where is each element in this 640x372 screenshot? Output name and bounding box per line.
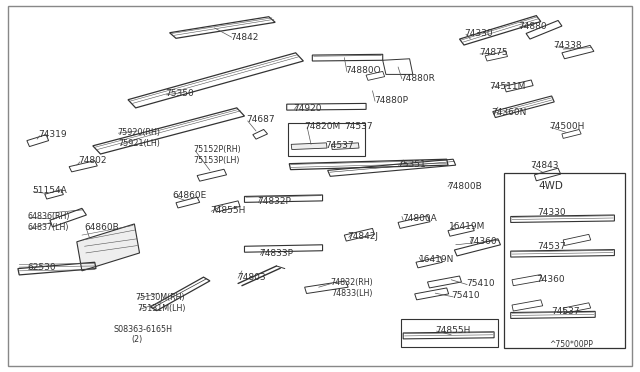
- Text: 74880O: 74880O: [346, 66, 381, 75]
- Text: (2): (2): [131, 335, 143, 344]
- Text: 4WD: 4WD: [539, 181, 564, 191]
- Text: 75131M(LH): 75131M(LH): [137, 304, 186, 313]
- Text: 74832(RH): 74832(RH): [330, 278, 373, 287]
- Text: 74511M: 74511M: [490, 82, 526, 91]
- Text: 74360: 74360: [536, 275, 565, 284]
- Text: 74360: 74360: [468, 237, 497, 246]
- Bar: [504, 173, 625, 348]
- Text: 74330: 74330: [538, 208, 566, 217]
- Text: 74833P: 74833P: [259, 249, 293, 258]
- Text: 51154A: 51154A: [32, 186, 67, 195]
- Text: 74880R: 74880R: [400, 74, 435, 83]
- Text: 74537: 74537: [552, 307, 580, 316]
- Text: 64860E: 64860E: [173, 191, 207, 200]
- Text: 74833(LH): 74833(LH): [332, 289, 373, 298]
- Text: 74338: 74338: [554, 41, 582, 50]
- Text: 75920(RH): 75920(RH): [117, 128, 160, 137]
- Text: 16419N: 16419N: [419, 255, 454, 264]
- Text: 74855H: 74855H: [210, 206, 245, 215]
- Text: 64860B: 64860B: [84, 223, 119, 232]
- Text: 74842: 74842: [230, 33, 259, 42]
- Text: 74330: 74330: [464, 29, 493, 38]
- Text: 62530: 62530: [27, 263, 56, 272]
- Text: 64837(LH): 64837(LH): [28, 223, 69, 232]
- Text: 74537: 74537: [325, 141, 354, 150]
- Text: 75410: 75410: [451, 291, 480, 300]
- Text: 75153P(LH): 75153P(LH): [193, 156, 240, 165]
- Polygon shape: [291, 143, 327, 150]
- Text: 74803: 74803: [237, 273, 266, 282]
- Text: S08363-6165H: S08363-6165H: [114, 325, 173, 334]
- Text: 75130M(RH): 75130M(RH): [136, 293, 186, 302]
- Text: 75351: 75351: [397, 160, 426, 169]
- Text: 74832P: 74832P: [257, 197, 291, 206]
- Bar: [401, 319, 498, 347]
- Text: 75921(LH): 75921(LH): [118, 140, 160, 148]
- Polygon shape: [332, 143, 359, 150]
- Text: 74842J: 74842J: [347, 232, 378, 241]
- Text: 74880P: 74880P: [374, 96, 408, 105]
- Text: 74500H: 74500H: [549, 122, 584, 131]
- Text: 64836(RH): 64836(RH): [28, 212, 70, 221]
- Text: 74687: 74687: [246, 115, 275, 124]
- Text: 74880: 74880: [518, 22, 547, 31]
- Text: 75410: 75410: [466, 279, 495, 288]
- Text: 74920: 74920: [293, 104, 322, 113]
- Text: 74800A: 74800A: [402, 214, 436, 223]
- Text: 74537: 74537: [538, 242, 566, 251]
- Text: 74360N: 74360N: [492, 108, 527, 117]
- Text: 74319: 74319: [38, 130, 67, 139]
- Text: 74875: 74875: [479, 48, 508, 57]
- Text: 74800B: 74800B: [447, 182, 481, 190]
- Text: 75152P(RH): 75152P(RH): [193, 145, 241, 154]
- Text: 16419M: 16419M: [449, 222, 486, 231]
- Text: 74802: 74802: [78, 156, 107, 165]
- Bar: [288, 123, 365, 156]
- Polygon shape: [77, 224, 140, 271]
- Text: 74537: 74537: [344, 122, 373, 131]
- Text: ^750*00PP: ^750*00PP: [549, 340, 593, 349]
- Text: 75350: 75350: [165, 89, 194, 98]
- Text: 74843: 74843: [530, 161, 559, 170]
- Text: 74855H: 74855H: [435, 326, 470, 335]
- Text: 74820M: 74820M: [305, 122, 341, 131]
